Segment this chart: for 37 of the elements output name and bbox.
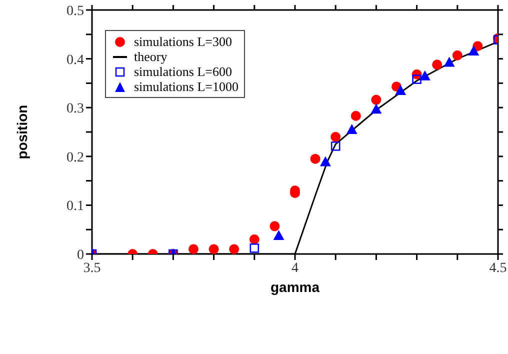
x-tick-label: 4: [292, 260, 298, 276]
point: [350, 110, 361, 121]
point: [250, 243, 260, 253]
x-tick-label: 3.5: [83, 260, 101, 276]
point: [208, 244, 219, 254]
y-tick-label: 0.1: [66, 199, 84, 214]
point: [444, 56, 455, 67]
x-axis-title: gamma: [270, 279, 320, 295]
point: [419, 70, 430, 80]
point: [432, 60, 442, 70]
point: [273, 230, 284, 240]
legend-label: theory: [134, 49, 168, 64]
y-tick-label: 0.3: [66, 102, 84, 117]
point: [370, 104, 382, 114]
y-tick-label: 0: [77, 248, 84, 263]
point: [412, 74, 422, 84]
legend-label: simulations L=1000: [134, 79, 238, 94]
point: [452, 50, 462, 60]
y-tick-label: 0.4: [66, 52, 84, 68]
point: [320, 156, 331, 166]
point: [468, 45, 480, 56]
legend-label: simulations L=300: [134, 34, 232, 49]
y-tick-label: 0.5: [66, 4, 84, 19]
point: [371, 94, 382, 105]
point: [395, 85, 406, 96]
y-tick-label: 0.2: [66, 150, 84, 166]
point: [330, 132, 341, 142]
point: [229, 244, 240, 254]
point: [310, 154, 320, 164]
point: [330, 142, 340, 151]
legend-label: simulations L=600: [134, 64, 232, 79]
point: [270, 221, 280, 232]
point: [346, 124, 358, 134]
point: [249, 234, 260, 244]
y-axis-title: position: [14, 104, 30, 160]
point: [188, 244, 198, 254]
x-tick-label: 4.5: [489, 260, 507, 276]
